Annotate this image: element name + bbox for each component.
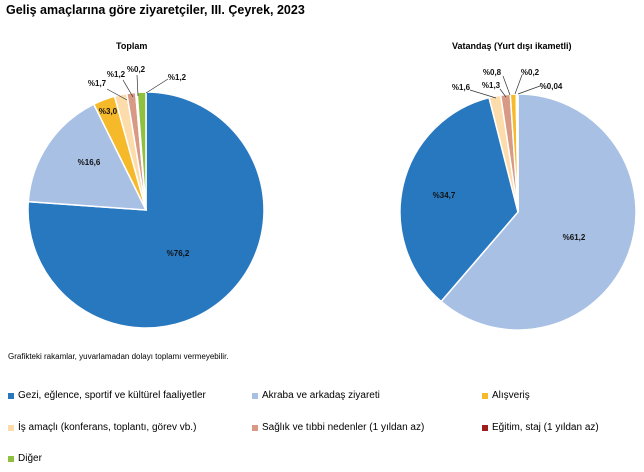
pie-1-leader-saglik xyxy=(499,88,507,98)
footnote: Grafikteki rakamlar, yuvarlamadan dolayı… xyxy=(8,352,229,361)
pie-title-toplam: Toplam xyxy=(116,41,148,51)
pie-0-leader-egitim xyxy=(136,74,139,97)
legend-swatch-gezi xyxy=(8,392,14,399)
legend-label-egitim: Eğitim, staj (1 yıldan az) xyxy=(492,422,599,433)
legend-swatch-is xyxy=(8,424,14,431)
legend-label-saglik: Sağlık ve tıbbi nedenler (1 yıldan az) xyxy=(262,422,425,433)
pie-title-vatandas: Vatandaş (Yurt dışı ikametli) xyxy=(452,41,572,51)
pie-1-leader-is xyxy=(469,89,497,99)
legend-item-is: İş amaçlı (konferans, toplantı, görev vb… xyxy=(8,422,196,433)
legend: Gezi, eğlence, sportif ve kültürel faali… xyxy=(8,390,638,470)
legend-label-gezi: Gezi, eğlence, sportif ve kültürel faali… xyxy=(18,390,206,401)
pie-1-label-gezi: %34,7 xyxy=(433,191,456,200)
pie-1-label-akraba: %61,2 xyxy=(563,233,586,242)
pie-0: %76,2%16,6%3,0%1,7%1,2%0,2%1,2 xyxy=(27,65,265,329)
pie-0-leader-saglik xyxy=(122,79,134,98)
pie-0-slice-diger xyxy=(136,91,147,211)
pie-charts: %76,2%16,6%3,0%1,7%1,2%0,2%1,2%61,2%34,7… xyxy=(27,65,637,331)
legend-label-diger: Diğer xyxy=(18,453,42,464)
pie-1: %61,2 %34,7 %1,6 %1,3 %0,8 %0,2%0,04 xyxy=(399,68,637,331)
pie-0-label-alisveris: %3,0 xyxy=(99,107,118,116)
pie-1-leader-diger xyxy=(517,85,541,95)
pie-1-label-saglik: %1,3 xyxy=(482,81,501,90)
legend-label-alisveris: Alışveriş xyxy=(492,390,530,401)
legend-item-alisveris: Alışveriş xyxy=(482,390,530,401)
pie-0-slice-akraba xyxy=(27,103,148,211)
pie-1-leader-alisveris xyxy=(502,75,511,96)
pie-1-leader-egitim xyxy=(514,74,523,95)
pie-0-label-gezi: %76,2 xyxy=(167,249,190,258)
pie-1-label-alisveris: %0,8 xyxy=(483,68,502,77)
pie-1-label-is: %1,6 xyxy=(452,83,471,92)
legend-item-saglik: Sağlık ve tıbbi nedenler (1 yıldan az) xyxy=(252,422,424,433)
pie-0-label-is: %1,7 xyxy=(88,79,107,88)
pie-0-label-saglik: %1,2 xyxy=(107,70,126,79)
legend-label-akraba: Akraba ve arkadaş ziyareti xyxy=(262,390,380,401)
legend-item-egitim: Eğitim, staj (1 yıldan az) xyxy=(482,422,599,433)
legend-item-diger: Diğer xyxy=(8,453,42,464)
pie-1-slice-gezi xyxy=(399,96,519,303)
pie-0-label-akraba: %16,6 xyxy=(78,158,101,167)
legend-swatch-alisveris xyxy=(482,392,488,399)
legend-swatch-saglik xyxy=(252,424,258,431)
legend-swatch-egitim xyxy=(482,424,488,431)
pie-1-label-diger: %0,04 xyxy=(540,82,563,91)
legend-label-is: İş amaçlı (konferans, toplantı, görev vb… xyxy=(18,422,197,433)
pie-1-slice-akraba xyxy=(440,93,637,331)
legend-item-gezi: Gezi, eğlence, sportif ve kültürel faali… xyxy=(8,390,206,401)
chart-title: Geliş amaçlarına göre ziyaretçiler, III.… xyxy=(6,3,305,17)
pie-0-label-egitim: %0,2 xyxy=(127,65,146,74)
pie-0-leader-diger xyxy=(145,78,169,94)
legend-swatch-akraba xyxy=(252,392,258,399)
legend-item-akraba: Akraba ve arkadaş ziyareti xyxy=(252,390,380,401)
pie-0-slice-gezi xyxy=(27,91,265,329)
pie-0-label-diger: %1,2 xyxy=(168,73,187,82)
pie-0-leader-is xyxy=(106,88,128,101)
pie-1-label-egitim: %0,2 xyxy=(521,68,540,77)
legend-swatch-diger xyxy=(8,455,14,462)
